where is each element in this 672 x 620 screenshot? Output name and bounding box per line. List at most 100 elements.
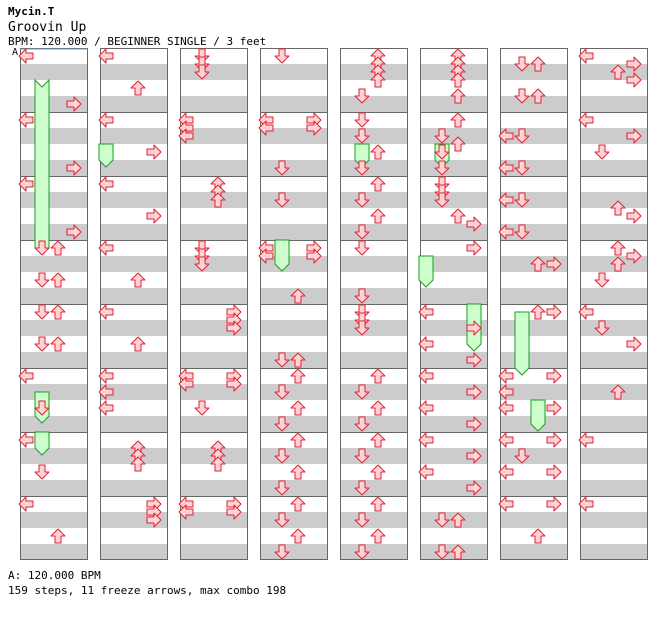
beat-band [100,256,168,272]
step-arrow [274,448,290,464]
step-arrow [354,240,370,256]
step-arrow [450,208,466,224]
step-arrow [18,496,34,512]
step-arrow [98,176,114,192]
step-arrow [194,64,210,80]
beat-band [100,96,168,112]
beat-band [180,384,248,400]
beat-band [580,288,648,304]
beat-band [100,160,168,176]
step-arrow [498,384,514,400]
step-arrow [498,128,514,144]
step-arrow [498,400,514,416]
chart-column-border [340,48,408,560]
beat-band [20,320,88,336]
beat-band [260,320,328,336]
step-arrow [450,112,466,128]
beat-band [20,192,88,208]
step-arrow [546,432,562,448]
step-arrow [594,320,610,336]
beat-band [500,96,568,112]
bpm-legend: A: 120.000 BPM [8,569,101,582]
step-arrow [610,256,626,272]
step-arrow [434,144,450,160]
beat-band [500,160,568,176]
chart-column-border [100,48,168,560]
step-arrow [370,176,386,192]
freeze-arrow [34,431,50,456]
beat-band [100,544,168,560]
step-arrow [354,320,370,336]
beat-band [340,128,408,144]
beat-band [20,384,88,400]
song-title: Groovin Up [8,20,87,35]
beat-band [420,480,488,496]
step-arrow [370,400,386,416]
step-arrow [498,432,514,448]
step-arrow [434,128,450,144]
chart-column-border [260,48,328,560]
beat-band [260,64,328,80]
beat-band [20,288,88,304]
beat-band [20,416,88,432]
freeze-arrow [418,255,434,288]
beat-band [180,544,248,560]
step-arrow [354,480,370,496]
chart-column-border [180,48,248,560]
beat-band [500,480,568,496]
step-arrow [34,464,50,480]
step-arrow [370,496,386,512]
step-arrow [466,240,482,256]
beat-band [180,96,248,112]
beat-band [420,128,488,144]
step-arrow [354,544,370,560]
step-arrow [18,48,34,64]
beat-band [100,224,168,240]
beat-band [580,160,648,176]
beat-band [180,352,248,368]
step-arrow [626,248,642,264]
step-arrow [226,376,242,392]
step-arrow [418,304,434,320]
step-arrow [530,88,546,104]
step-arrow [514,448,530,464]
beat-band [340,224,408,240]
beat-band [580,352,648,368]
step-arrow [354,128,370,144]
freeze-arrow [34,78,50,249]
step-arrow [450,544,466,560]
beat-band [20,64,88,80]
step-arrow [290,496,306,512]
freeze-arrow [98,143,114,168]
step-arrow [354,88,370,104]
beat-band [340,512,408,528]
step-arrow [546,400,562,416]
step-arrow [66,224,82,240]
step-arrow [274,192,290,208]
chart-info: BPM: 120.000 / BEGINNER SINGLE / 3 feet [8,35,267,48]
beat-band [420,352,488,368]
beat-band [180,224,248,240]
step-arrow [594,144,610,160]
step-arrow [34,272,50,288]
beat-band [180,480,248,496]
step-arrow [50,304,66,320]
step-arrow [50,336,66,352]
step-arrow [354,112,370,128]
step-arrow [418,336,434,352]
beat-band [580,448,648,464]
beat-band [580,320,648,336]
step-arrow [290,464,306,480]
beat-band [100,480,168,496]
step-arrow [466,448,482,464]
step-arrow [450,88,466,104]
step-arrow [498,368,514,384]
beat-band [180,64,248,80]
step-arrow [274,160,290,176]
beat-band [100,512,168,528]
beat-band [420,224,488,240]
step-arrow [354,512,370,528]
freeze-arrow [274,239,290,272]
step-arrow [210,456,226,472]
step-arrow [306,248,322,264]
